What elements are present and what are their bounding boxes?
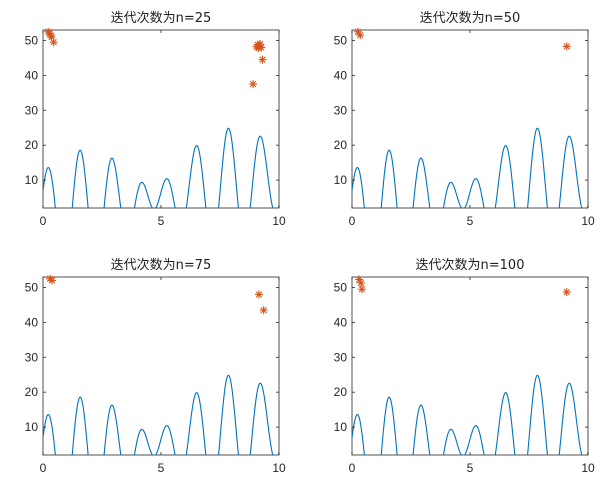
y-tick-label: 10 bbox=[334, 173, 348, 187]
particle-marker bbox=[256, 39, 265, 48]
x-tick-label: 10 bbox=[272, 214, 286, 228]
y-tick-label: 40 bbox=[334, 68, 348, 82]
y-tick-label: 50 bbox=[25, 33, 39, 47]
particle-marker bbox=[249, 80, 258, 89]
y-tick-label: 50 bbox=[25, 280, 39, 294]
subplot-title: 迭代次数为n=50 bbox=[420, 10, 521, 26]
particle-marker bbox=[357, 285, 366, 294]
subplot-4: 0 5 10 10 20 30 40 50 迭代次数为n=100 bbox=[334, 257, 595, 475]
subplot-title: 迭代次数为n=25 bbox=[111, 10, 212, 26]
particle-marker bbox=[356, 31, 365, 40]
y-tick-label: 10 bbox=[25, 173, 39, 187]
y-tick-label: 30 bbox=[334, 350, 348, 364]
x-tick-label: 5 bbox=[158, 214, 165, 228]
particle-marker bbox=[49, 38, 58, 47]
particle-marker bbox=[254, 290, 263, 299]
particle-marker bbox=[259, 306, 268, 315]
y-tick-label: 30 bbox=[25, 350, 39, 364]
particle-marker bbox=[356, 278, 365, 287]
y-tick-label: 30 bbox=[25, 103, 39, 117]
particle-marker bbox=[258, 55, 267, 64]
y-tick-label: 20 bbox=[25, 138, 39, 152]
y-tick-label: 20 bbox=[334, 385, 348, 399]
subplot-2: 0 5 10 10 20 30 40 50 迭代次数为n=50 bbox=[334, 10, 595, 228]
y-tick-label: 10 bbox=[25, 420, 39, 434]
axes-box bbox=[42, 276, 280, 456]
function-curve bbox=[352, 127, 588, 208]
axes-box bbox=[351, 276, 589, 456]
subplot-1: 0 5 10 10 20 30 40 50 迭代次数为n=25 bbox=[25, 10, 286, 228]
x-tick-label: 0 bbox=[349, 214, 356, 228]
function-curve bbox=[352, 374, 588, 455]
x-tick-label: 0 bbox=[40, 461, 47, 475]
y-tick-label: 40 bbox=[25, 68, 39, 82]
particle-marker bbox=[47, 276, 56, 285]
y-tick-label: 40 bbox=[25, 315, 39, 329]
x-tick-label: 10 bbox=[272, 461, 286, 475]
x-tick-label: 0 bbox=[349, 461, 356, 475]
x-tick-label: 0 bbox=[40, 214, 47, 228]
function-curve bbox=[43, 127, 279, 208]
axes-box bbox=[42, 29, 280, 209]
y-tick-label: 20 bbox=[334, 138, 348, 152]
x-tick-label: 5 bbox=[467, 214, 474, 228]
y-tick-label: 50 bbox=[334, 280, 348, 294]
subplot-3: 0 5 10 10 20 30 40 50 迭代次数为n=75 bbox=[25, 257, 286, 475]
y-tick-label: 40 bbox=[334, 315, 348, 329]
y-tick-label: 20 bbox=[25, 385, 39, 399]
x-tick-label: 5 bbox=[158, 461, 165, 475]
x-tick-label: 10 bbox=[581, 461, 595, 475]
x-tick-label: 10 bbox=[581, 214, 595, 228]
subplot-title: 迭代次数为n=100 bbox=[416, 257, 525, 273]
particle-marker bbox=[562, 288, 571, 297]
x-tick-label: 5 bbox=[467, 461, 474, 475]
y-tick-label: 10 bbox=[334, 420, 348, 434]
y-tick-label: 50 bbox=[334, 33, 348, 47]
particle-marker bbox=[257, 43, 266, 52]
subplot-title: 迭代次数为n=75 bbox=[111, 257, 212, 273]
function-curve bbox=[43, 374, 279, 455]
y-tick-label: 30 bbox=[334, 103, 348, 117]
particle-marker bbox=[562, 42, 571, 51]
axes-box bbox=[351, 29, 589, 209]
